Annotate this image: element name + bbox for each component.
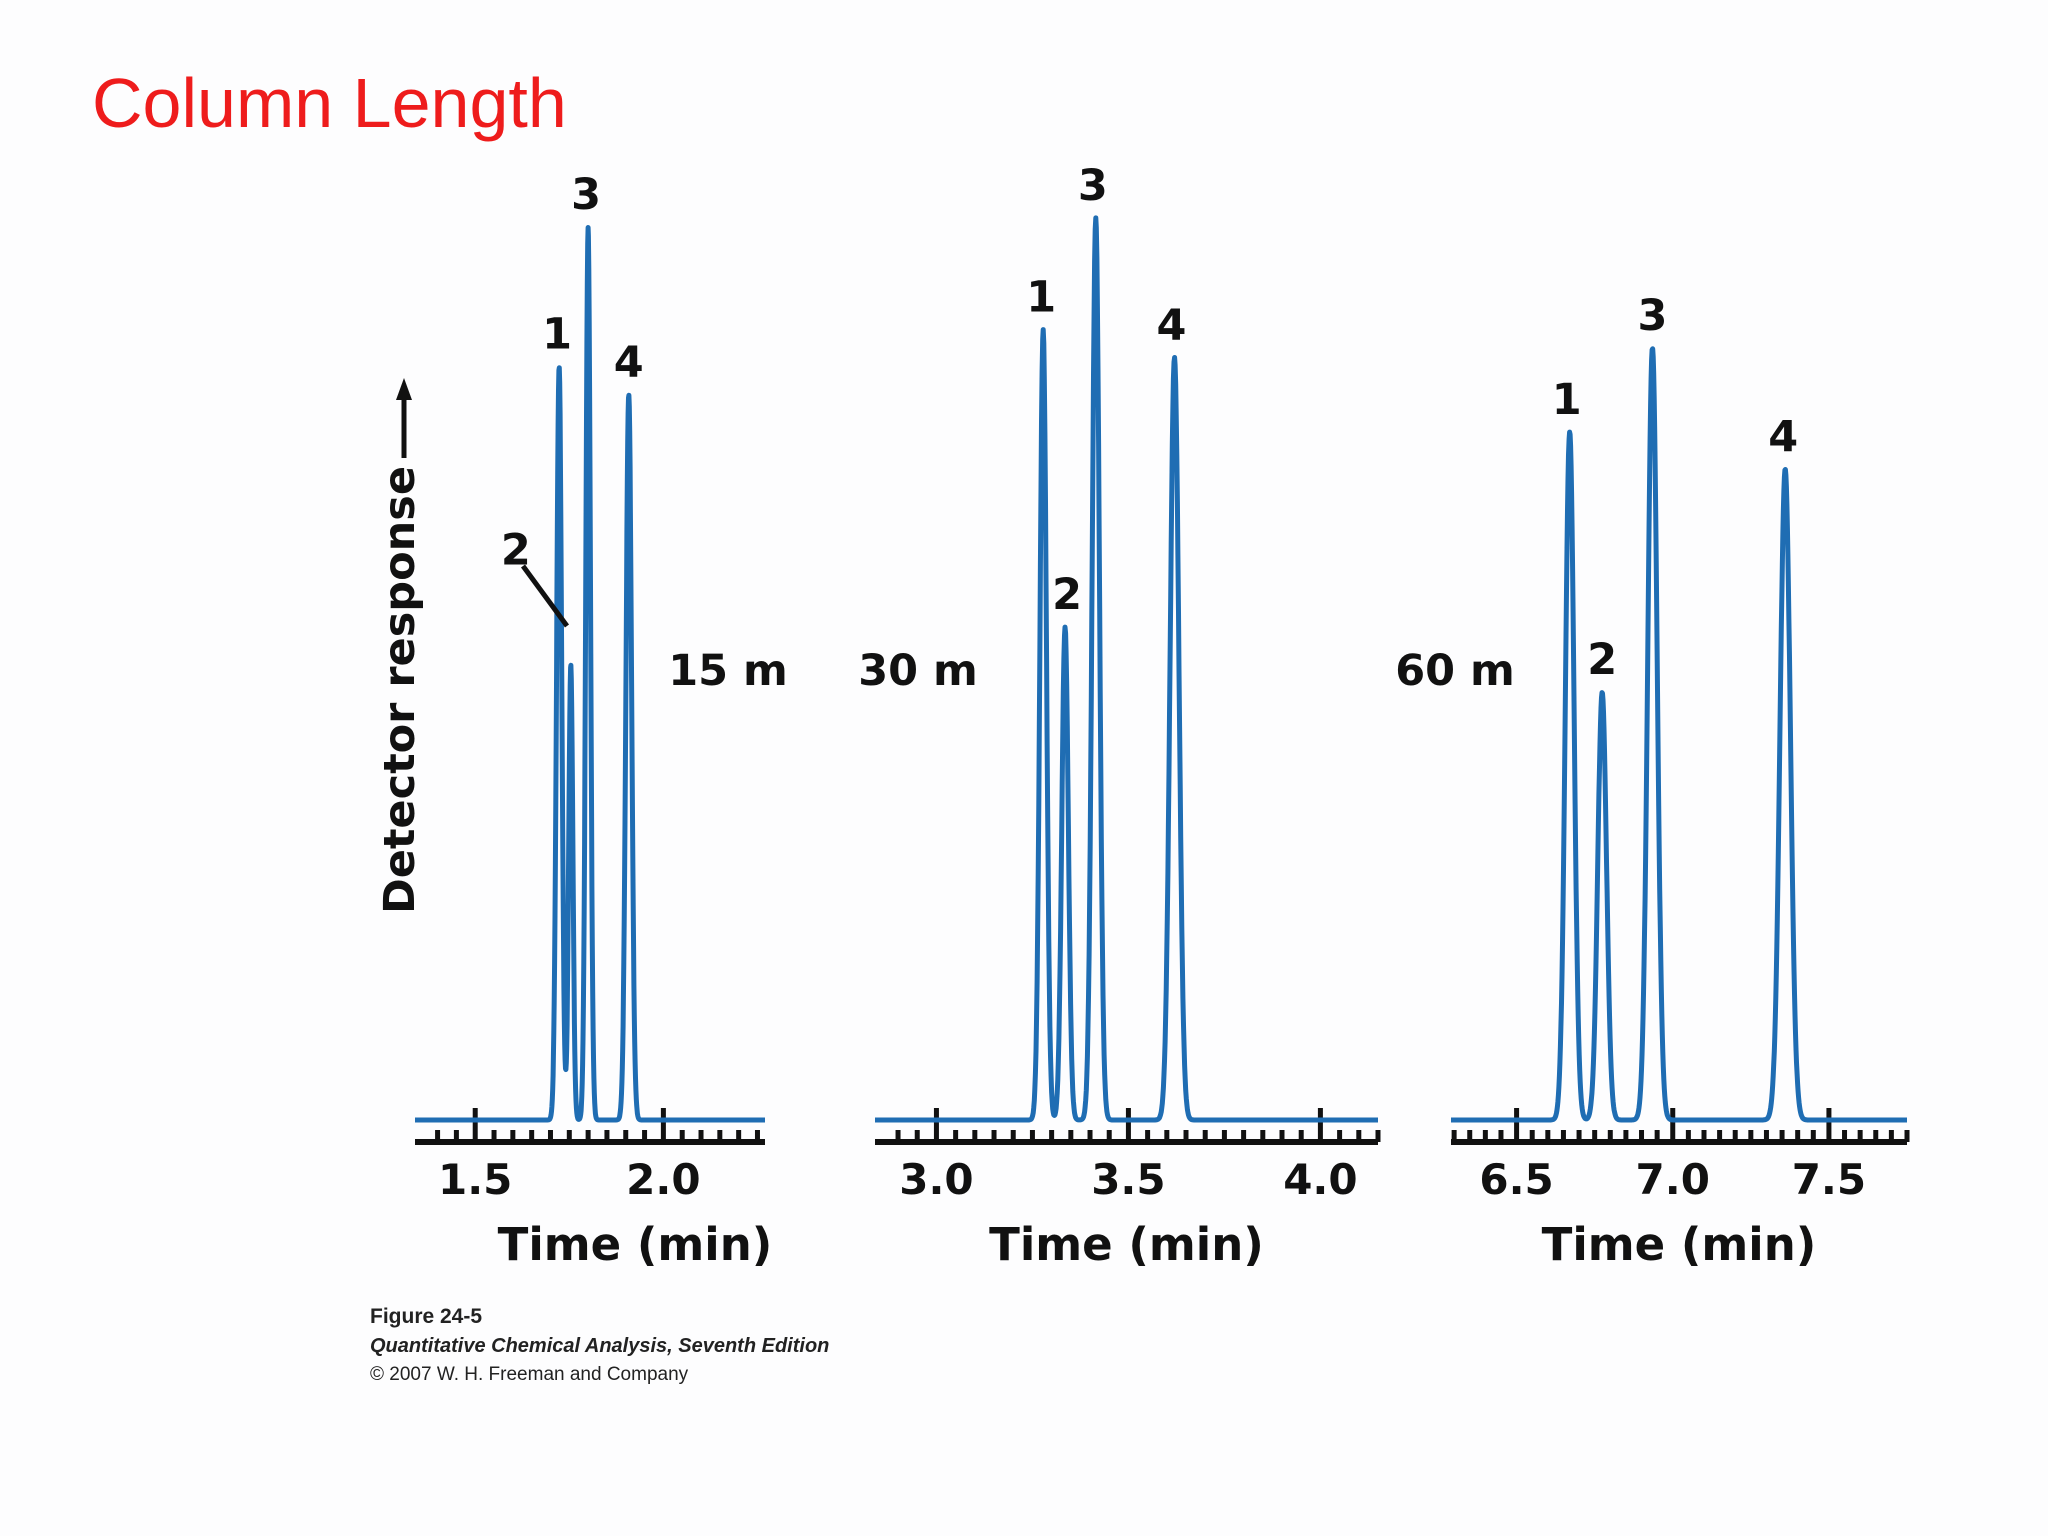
chromatogram-trace <box>873 215 1380 1123</box>
x-tick-label: 7.5 <box>1792 1155 1866 1204</box>
y-axis-label: Detector response <box>375 466 425 914</box>
figure-caption: Figure 24-5 Quantitative Chemical Analys… <box>370 1302 829 1389</box>
chromatogram-trace <box>1449 346 1909 1123</box>
x-tick-label: 2.0 <box>626 1155 700 1204</box>
peak-label-3: 3 <box>571 170 601 220</box>
peak-label-1: 1 <box>542 310 572 360</box>
column-length-label: 30 m <box>858 646 978 696</box>
peak-label-4: 4 <box>614 338 644 388</box>
x-tick-label: 6.5 <box>1479 1155 1553 1204</box>
peak-label-3: 3 <box>1637 291 1667 341</box>
peak-2-pointer-line <box>520 564 570 628</box>
x-tick-label: 1.5 <box>438 1155 512 1204</box>
column-length-label: 15 m <box>668 646 788 696</box>
peak-label-4: 4 <box>1157 300 1187 350</box>
peak-label-3: 3 <box>1078 161 1108 211</box>
caption-book-title: Quantitative Chemical Analysis, Seventh … <box>370 1335 830 1358</box>
peak-label-2: 2 <box>1052 570 1082 620</box>
x-tick-label: 7.0 <box>1636 1155 1710 1204</box>
y-axis: Detector response <box>375 378 425 914</box>
x-tick-label: 3.5 <box>1091 1155 1165 1204</box>
chromatogram-trace <box>412 225 768 1123</box>
peak-label-2: 2 <box>1587 635 1617 685</box>
peak-label-1: 1 <box>1552 375 1582 425</box>
x-tick-label: 3.0 <box>899 1155 973 1204</box>
x-axis-label: Time (min) <box>498 1218 773 1271</box>
chromatogram-panel-3: 6.5 7.0 7.5 Time (min) 60 m 1 2 3 4 <box>1395 291 1910 1271</box>
peak-label-1: 1 <box>1026 273 1056 323</box>
caption-figure-number: Figure 24-5 <box>370 1305 483 1328</box>
peak-label-4: 4 <box>1768 412 1798 462</box>
chromatogram-panel-2: 3.0 3.5 4.0 Time (min) 30 m 1 2 3 4 <box>858 161 1381 1271</box>
x-axis-label: Time (min) <box>1542 1218 1817 1271</box>
x-axis-label: Time (min) <box>989 1218 1264 1271</box>
y-axis-arrow-head <box>396 378 412 400</box>
caption-copyright: © 2007 W. H. Freeman and Company <box>370 1364 689 1386</box>
column-length-label: 60 m <box>1395 646 1515 696</box>
slide-title: Column Length <box>92 64 567 142</box>
x-tick-label: 4.0 <box>1283 1155 1357 1204</box>
